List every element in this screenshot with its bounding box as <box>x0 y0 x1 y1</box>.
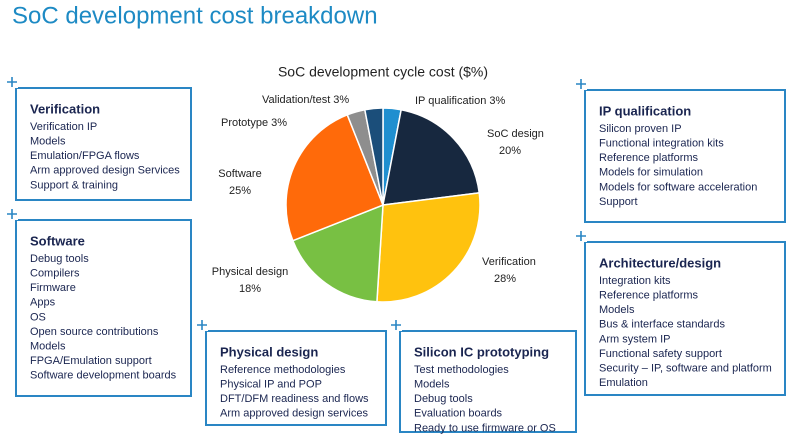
box-item: Physical IP and POP <box>220 379 322 391</box>
box-item: Reference methodologies <box>220 364 346 376</box>
box-item: Firmware <box>30 282 76 294</box>
box-item: Models for simulation <box>599 167 703 179</box>
box-item: Arm approved design services <box>220 408 368 420</box>
box-title: Architecture/design <box>599 255 721 270</box>
box-item: Software development boards <box>30 370 177 382</box>
box-item: Support <box>599 196 638 208</box>
box-item: Arm approved design Services <box>30 165 180 177</box>
slice-value: 3% <box>489 95 505 107</box>
slice-label: Validation/test 3% <box>262 94 349 106</box>
box-title: Verification <box>30 101 100 116</box>
box-item: OS <box>30 311 46 323</box>
box-item: Bus & interface standards <box>599 319 725 331</box>
slice-name: Prototype <box>221 117 268 129</box>
plus-icon <box>7 209 17 219</box>
slice-name: IP qualification <box>415 95 486 107</box>
box-item: Arm system IP <box>599 333 671 345</box>
box-item: FPGA/Emulation support <box>30 355 152 367</box>
box-item: Silicon proven IP <box>599 123 682 135</box>
box-item: Reference platforms <box>599 290 699 302</box>
box-item: Models for software acceleration <box>599 181 757 193</box>
box-item: Ready to use firmware or OS <box>414 422 556 434</box>
slice-label: IP qualification 3% <box>415 95 505 107</box>
box-item: Verification IP <box>30 121 97 133</box>
box-item: Reference platforms <box>599 152 699 164</box>
box-title: Silicon IC prototyping <box>414 344 549 359</box>
pie-slice <box>382 108 481 206</box>
pie-slice <box>291 203 384 303</box>
slice-value: 3% <box>271 117 287 129</box>
box-item: Integration kits <box>599 275 671 287</box>
box-item: Functional integration kits <box>599 138 724 150</box>
box-item: Models <box>599 304 635 316</box>
plus-icon <box>197 320 207 330</box>
slice-name: SoC design <box>487 128 544 140</box>
box-border <box>584 241 786 396</box>
box-item: Emulation/FPGA flows <box>30 150 140 162</box>
slice-value: 18% <box>239 283 261 295</box>
pie-slice <box>363 107 384 206</box>
box-border <box>399 330 577 433</box>
box-item: Security – IP, software and platform <box>599 363 772 375</box>
box-item: Debug tools <box>30 253 89 265</box>
box-item: Debug tools <box>414 393 473 405</box>
box-item: Models <box>414 379 450 391</box>
box-border <box>15 219 192 397</box>
box-item: DFT/DFM readiness and flows <box>220 393 369 405</box>
box-item: Compilers <box>30 268 80 280</box>
slice-value: 20% <box>499 145 521 157</box>
slice-name: Validation/test <box>262 94 330 106</box>
pie-slice <box>376 192 481 303</box>
slice-label: Prototype 3% <box>221 117 287 129</box>
box-item: Evaluation boards <box>414 408 503 420</box>
box-item: Models <box>30 341 66 353</box>
plus-icon <box>391 320 401 330</box>
box-title: IP qualification <box>599 103 691 118</box>
box-item: Functional safety support <box>599 348 722 360</box>
box-item: Emulation <box>599 377 648 389</box>
box-item: Apps <box>30 297 56 309</box>
slice-value: 28% <box>494 273 516 285</box>
plus-icon <box>576 79 586 89</box>
box-item: Open source contributions <box>30 326 159 338</box>
pie-slice <box>285 113 384 242</box>
chart-title: SoC development cycle cost ($%) <box>278 64 488 80</box>
slice-name: Verification <box>482 256 536 268</box>
plus-icon <box>576 231 586 241</box>
box-border <box>15 87 192 201</box>
slice-name: Physical design <box>212 266 288 278</box>
slide-title: SoC development cost breakdown <box>12 2 378 29</box>
box-border <box>205 330 387 426</box>
slice-value: 25% <box>229 185 251 197</box>
box-title: Physical design <box>220 344 318 359</box>
plus-icon <box>7 77 17 87</box>
box-title: Software <box>30 233 85 248</box>
box-item: Models <box>30 136 66 148</box>
box-border <box>584 89 786 223</box>
slice-value: 3% <box>333 94 349 106</box>
box-item: Support & training <box>30 179 118 191</box>
slice-name: Software <box>218 168 261 180</box>
box-item: Test methodologies <box>414 364 509 376</box>
